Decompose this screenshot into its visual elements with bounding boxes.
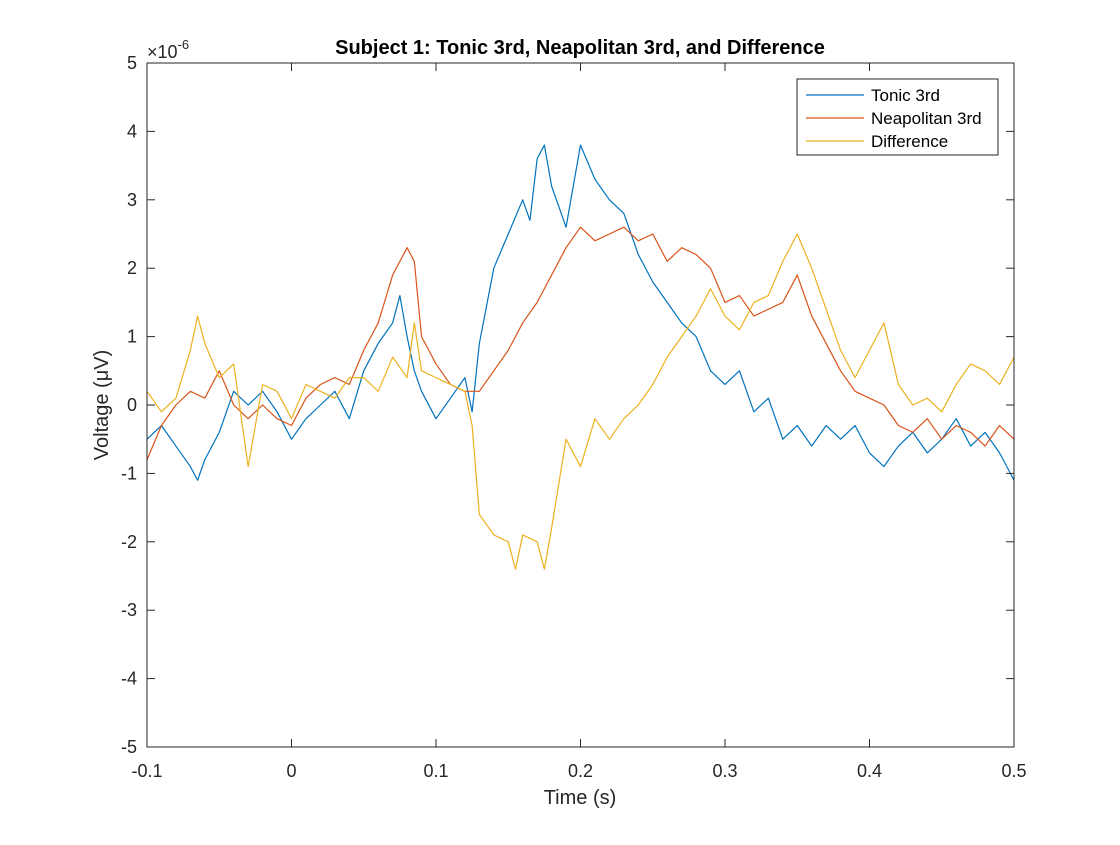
y-axis-label: Voltage (μV) <box>91 350 113 460</box>
x-tick-label: 0.5 <box>1001 761 1026 781</box>
chart-title: Subject 1: Tonic 3rd, Neapolitan 3rd, an… <box>335 37 825 59</box>
x-tick-label: 0.4 <box>857 761 882 781</box>
series-line-3 <box>146 233 1015 570</box>
legend-label: Difference <box>871 132 948 151</box>
legend-label: Tonic 3rd <box>871 86 940 105</box>
exponent-base: ×10 <box>147 42 178 62</box>
y-tick-label: 3 <box>127 190 137 210</box>
y-tick-label: 4 <box>127 121 137 141</box>
y-tick-label: -4 <box>121 669 137 689</box>
x-tick-label: 0.1 <box>423 761 448 781</box>
y-tick-label: 2 <box>127 258 137 278</box>
y-tick-label: -1 <box>121 463 137 483</box>
legend: Tonic 3rd Neapolitan 3rd Difference <box>796 78 999 156</box>
y-tick-label: 1 <box>127 327 137 347</box>
exponent-power: -6 <box>178 37 190 52</box>
x-tick-label: 0.2 <box>568 761 593 781</box>
legend-label: Neapolitan 3rd <box>871 109 982 128</box>
series-layer <box>146 144 1015 570</box>
x-tick-label: 0 <box>286 761 296 781</box>
plot-area <box>147 63 1014 747</box>
y-axis-exponent: ×10-6 <box>147 37 189 62</box>
y-tick-label: -3 <box>121 600 137 620</box>
series-line-2 <box>146 226 1015 460</box>
series-line-1 <box>146 144 1015 481</box>
legend-box <box>796 78 999 156</box>
y-tick-label: -2 <box>121 532 137 552</box>
x-tick-label: 0.3 <box>712 761 737 781</box>
y-tick-label: -5 <box>121 737 137 757</box>
y-tick-label: 5 <box>127 53 137 73</box>
y-tick-label: 0 <box>127 395 137 415</box>
ticks-layer: -0.1 0 0.1 0.2 0.3 0.4 0.5 -5 -4 -3 -2 -1 0 1 2 3 4 5 <box>121 53 1027 781</box>
x-tick-label: -0.1 <box>131 761 162 781</box>
x-axis-label: Time (s) <box>544 787 617 809</box>
